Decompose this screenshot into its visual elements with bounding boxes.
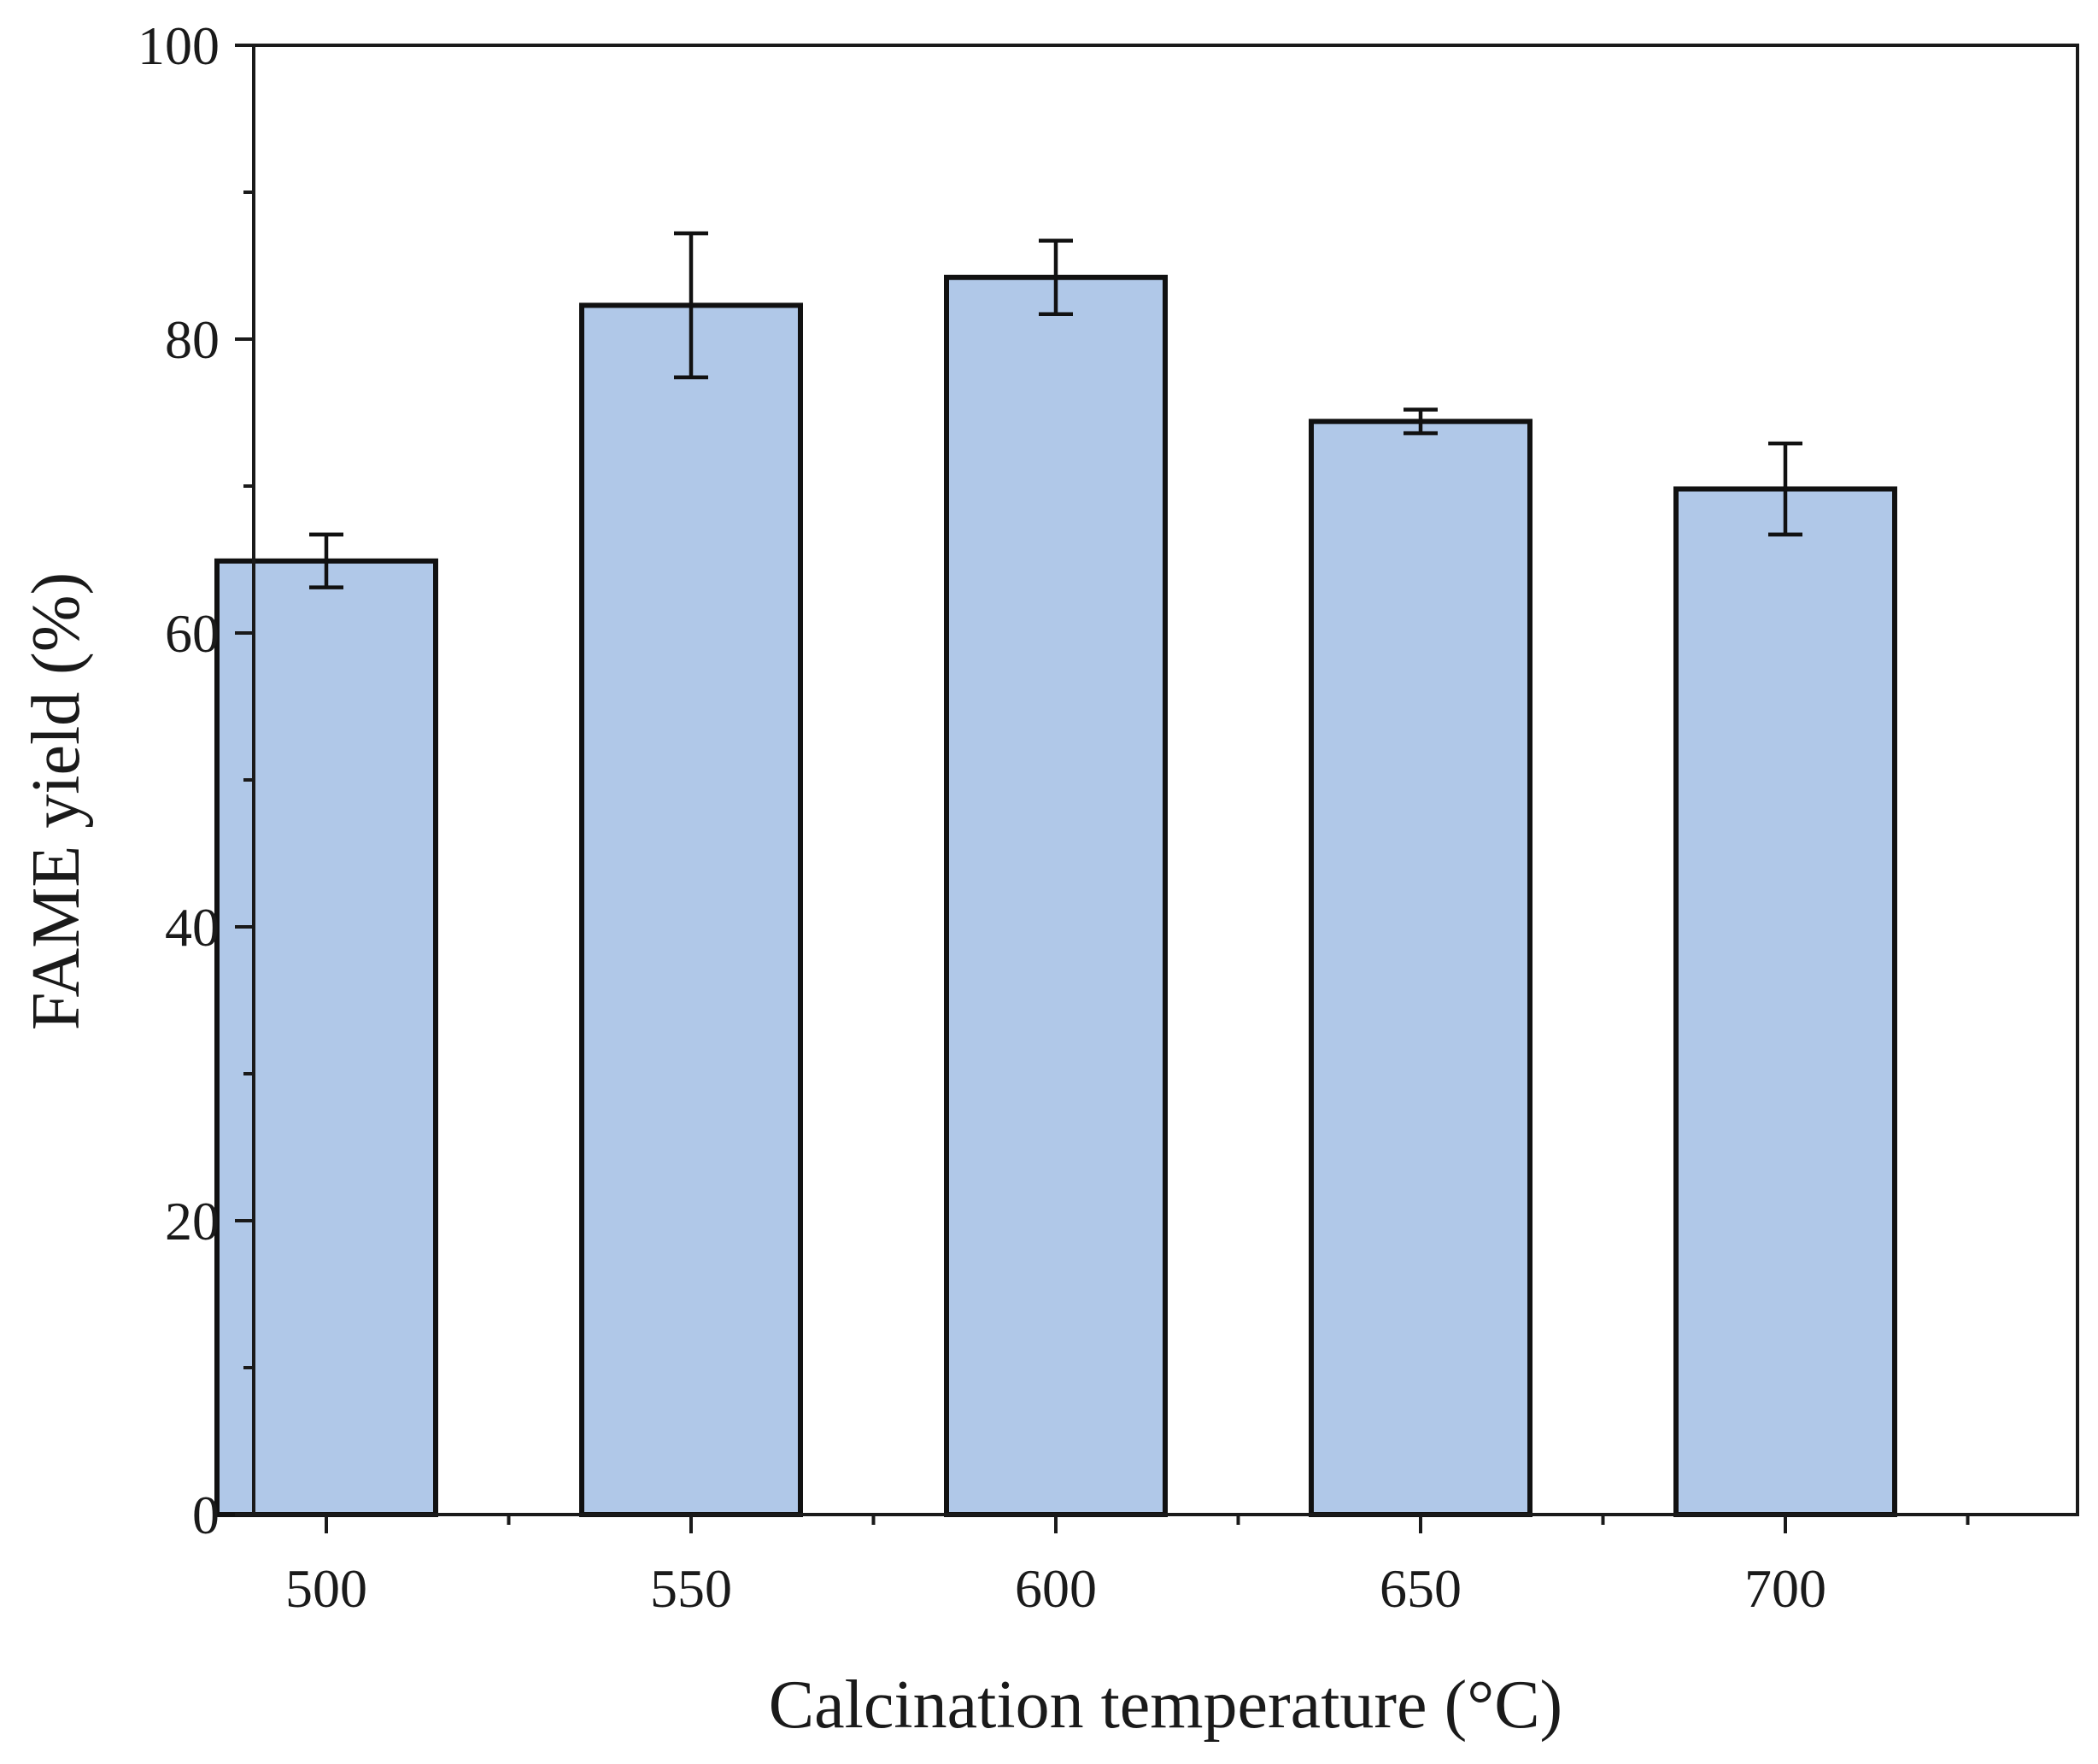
tick-labels-layer: 0 20 40 60 80 100 500 550 600 650 700 <box>138 15 1826 1619</box>
y-tick-label-40: 40 <box>165 897 220 958</box>
bar-550 <box>579 302 803 1518</box>
bar-500 <box>214 558 438 1517</box>
x-tick-label-500: 500 <box>285 1558 367 1619</box>
error-bar-550 <box>674 231 708 379</box>
error-bars-layer <box>309 231 1802 589</box>
x-axis-title: Calcination temperature (°C) <box>769 1667 1562 1743</box>
y-tick-label-80: 80 <box>165 309 220 370</box>
axis-ticks-layer <box>235 44 1970 1533</box>
error-bar-600 <box>1039 238 1073 317</box>
error-bar-700 <box>1768 441 1802 537</box>
bar-600 <box>944 274 1168 1517</box>
y-tick-label-100: 100 <box>138 15 220 76</box>
y-tick-label-0: 0 <box>192 1485 220 1545</box>
bars-layer <box>214 274 1897 1518</box>
y-tick-label-20: 20 <box>165 1191 220 1251</box>
bar-650 <box>1309 419 1532 1518</box>
bar-700 <box>1673 486 1897 1518</box>
y-axis-title: FAME yield (%) <box>19 572 94 1030</box>
y-tick-label-60: 60 <box>165 603 220 664</box>
x-tick-label-550: 550 <box>650 1558 732 1619</box>
error-bar-650 <box>1404 407 1438 436</box>
x-tick-label-650: 650 <box>1380 1558 1462 1619</box>
x-tick-label-600: 600 <box>1015 1558 1097 1619</box>
error-bar-500 <box>309 532 343 589</box>
x-tick-label-700: 700 <box>1744 1558 1826 1619</box>
